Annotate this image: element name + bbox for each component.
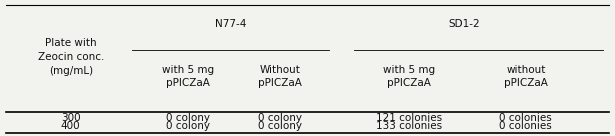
Text: 133 colonies: 133 colonies <box>376 121 442 131</box>
Text: N77-4: N77-4 <box>215 19 247 30</box>
Text: SD1-2: SD1-2 <box>448 19 480 30</box>
Text: with 5 mg
pPICZaA: with 5 mg pPICZaA <box>162 65 213 88</box>
Text: Plate with
Zeocin conc.
(mg/mL): Plate with Zeocin conc. (mg/mL) <box>38 38 104 76</box>
Text: without
pPICZaA: without pPICZaA <box>504 65 548 88</box>
Text: 400: 400 <box>61 121 81 131</box>
Text: 0 colonies: 0 colonies <box>499 113 552 123</box>
Text: 121 colonies: 121 colonies <box>376 113 442 123</box>
Text: 0 colony: 0 colony <box>258 113 302 123</box>
Text: with 5 mg
pPICZaA: with 5 mg pPICZaA <box>383 65 435 88</box>
Text: 0 colony: 0 colony <box>165 113 210 123</box>
Text: 0 colonies: 0 colonies <box>499 121 552 131</box>
Text: 0 colony: 0 colony <box>258 121 302 131</box>
Text: 0 colony: 0 colony <box>165 121 210 131</box>
Text: 300: 300 <box>61 113 81 123</box>
Text: Without
pPICZaA: Without pPICZaA <box>258 65 302 88</box>
